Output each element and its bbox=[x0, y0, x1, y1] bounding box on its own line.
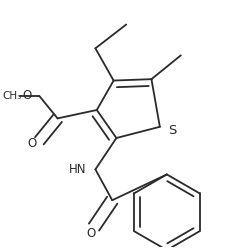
Text: O: O bbox=[28, 137, 37, 150]
Text: CH₃: CH₃ bbox=[2, 91, 22, 101]
Text: O: O bbox=[86, 227, 96, 240]
Text: HN: HN bbox=[68, 163, 86, 176]
Text: S: S bbox=[168, 124, 177, 137]
Text: O: O bbox=[22, 90, 31, 102]
